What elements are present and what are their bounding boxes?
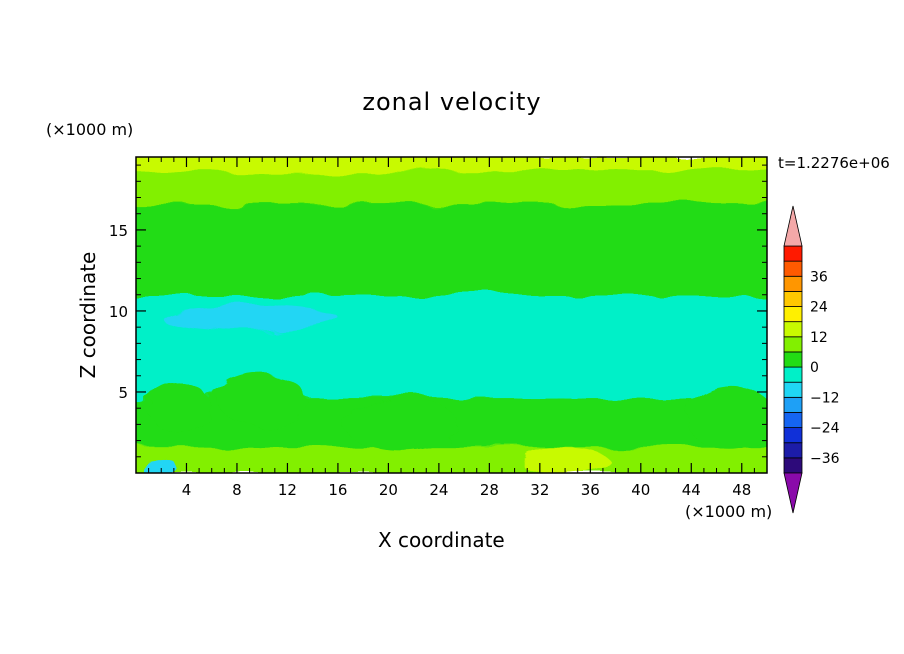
- y-tick-label: 10: [109, 303, 128, 321]
- field-feature: [344, 398, 458, 451]
- x-tick-label: 20: [379, 481, 398, 499]
- field-band: [136, 357, 767, 403]
- colorbar-segment: [783, 351, 803, 368]
- y-axis-ticks: 5 10 15: [109, 164, 767, 458]
- field-feature: [684, 383, 767, 449]
- colorbar-segment: [783, 412, 803, 429]
- x-tick-label: 32: [530, 481, 549, 499]
- x-tick-label: 40: [631, 481, 650, 499]
- x-axis-unit: (×1000 m): [685, 502, 773, 521]
- x-tick-label: 48: [732, 481, 751, 499]
- field-feature: [148, 383, 212, 433]
- colorbar-tick-label: −12: [810, 390, 840, 406]
- chart-title: zonal velocity: [362, 88, 542, 116]
- x-axis-label: X coordinate: [378, 528, 505, 552]
- colorbar-tick-label: −36: [810, 451, 840, 467]
- colorbar-segment: [783, 275, 803, 292]
- field-band: [136, 171, 767, 208]
- field-band: [136, 289, 767, 300]
- x-tick-label: 16: [328, 481, 347, 499]
- field-band: [136, 157, 767, 176]
- x-tick-label: 4: [182, 481, 192, 499]
- x-tick-label: 8: [232, 481, 242, 499]
- field-feature: [142, 461, 181, 473]
- colorbar-segment: [783, 381, 803, 398]
- colorbar: 36 24 12 0 −12 −24 −36: [783, 205, 840, 514]
- colorbar-segment: [783, 260, 803, 277]
- x-tick-label: 12: [278, 481, 297, 499]
- velocity-field: [136, 157, 767, 473]
- colorbar-segment: [783, 457, 803, 474]
- field-feature: [161, 304, 338, 331]
- y-axis-unit: (×1000 m): [46, 120, 134, 139]
- colorbar-segment: [783, 427, 803, 444]
- colorbar-tick-label: 0: [810, 360, 819, 376]
- colorbar-segment: [783, 290, 803, 307]
- colorbar-segment: [783, 306, 803, 323]
- x-tick-label: 28: [480, 481, 499, 499]
- x-tick-label: 24: [429, 481, 448, 499]
- colorbar-tick-label: 36: [810, 269, 828, 285]
- x-tick-label: 44: [682, 481, 701, 499]
- colorbar-under-arrow: [783, 472, 803, 514]
- colorbar-segment: [783, 336, 803, 353]
- colorbar-segment: [783, 245, 803, 262]
- colorbar-tick-label: 12: [810, 330, 828, 346]
- colorbar-segment: [783, 321, 803, 338]
- field-features: [142, 304, 767, 473]
- field-feature: [218, 374, 307, 427]
- colorbar-segment: [783, 366, 803, 383]
- field-band: [136, 203, 767, 294]
- colorbar-over-arrow: [783, 205, 803, 247]
- field-feature: [520, 447, 610, 473]
- time-label: t=1.2276e+06: [778, 154, 890, 172]
- y-tick-label: 15: [109, 222, 128, 240]
- colorbar-segment: [783, 396, 803, 413]
- y-tick-label: 5: [118, 384, 128, 402]
- colorbar-segment: [783, 442, 803, 459]
- colorbar-tick-label: −24: [810, 421, 840, 437]
- x-axis-ticks: 4 8 12 16 20 24 28 32 36 40 44 48: [148, 157, 755, 499]
- colorbar-tick-label: 24: [810, 300, 828, 316]
- field-feature: [300, 448, 376, 472]
- x-tick-label: 36: [581, 481, 600, 499]
